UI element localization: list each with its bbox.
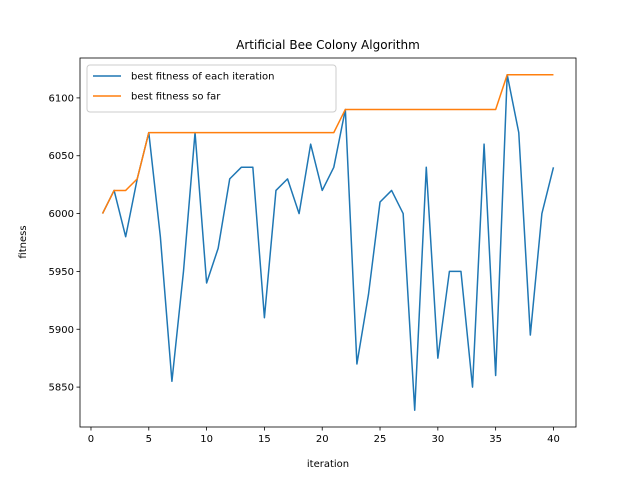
legend-label-1: best fitness of each iteration [131,72,274,83]
axes-frame [79,57,577,428]
y-tick-label: 6100 [49,93,74,104]
x-tick-label: 35 [489,434,502,445]
x-tick-label: 10 [200,434,213,445]
legend-label-2: best fitness so far [131,92,221,103]
x-tick-label: 25 [374,434,387,445]
series-line-2 [101,74,554,214]
x-tick-label: 30 [431,434,444,445]
y-tick-label: 5850 [49,383,74,394]
legend: best fitness of each iteration best fitne… [86,64,337,113]
y-tick-label: 6050 [49,151,74,162]
series-line-1 [101,74,555,411]
x-axis-label: iteration [307,459,349,470]
y-axis-label: fitness [18,225,29,258]
ticks-layer: 0 5 10 15 20 25 30 35 40 5850 5900 5950 6000 6050 6100 [49,93,560,445]
y-tick-label: 6000 [49,209,74,220]
chart-title: Artificial Bee Colony Algorithm [236,38,420,52]
x-tick-label: 40 [547,434,560,445]
y-tick-label: 5900 [49,325,74,336]
x-tick-label: 5 [146,434,152,445]
y-tick-label: 5950 [49,267,74,278]
x-tick-label: 15 [258,434,271,445]
legend-box [86,64,337,113]
series-layer [101,74,555,411]
x-tick-label: 0 [88,434,94,445]
x-tick-label: 20 [316,434,329,445]
